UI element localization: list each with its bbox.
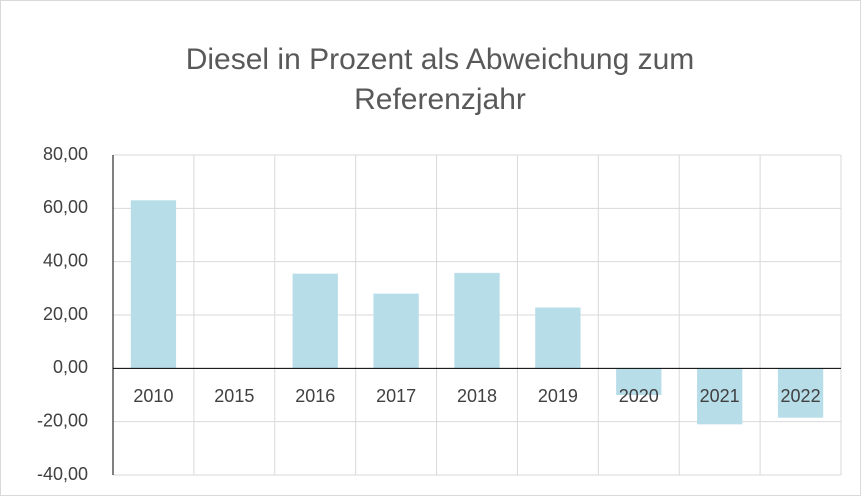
x-tick-label: 2020 xyxy=(619,386,659,406)
chart-title: Diesel in Prozent als Abweichung zum Ref… xyxy=(185,43,695,116)
bar xyxy=(616,368,662,395)
x-tick-label: 2016 xyxy=(295,386,335,406)
x-tick-label: 2021 xyxy=(700,386,740,406)
x-tick-label: 2022 xyxy=(781,386,821,406)
bar xyxy=(292,273,338,369)
x-tick-label: 2017 xyxy=(376,386,416,406)
bar xyxy=(454,272,500,369)
x-tick-label: 2010 xyxy=(133,386,173,406)
x-tick-label: 2015 xyxy=(214,386,254,406)
y-tick-label: -40,00 xyxy=(37,464,88,484)
bar xyxy=(697,368,743,425)
bar xyxy=(373,293,419,369)
bar xyxy=(535,307,581,369)
y-tick-label: -20,00 xyxy=(37,410,88,430)
bar xyxy=(130,200,177,369)
y-tick-label: 20,00 xyxy=(43,304,88,324)
x-tick-label: 2019 xyxy=(538,386,578,406)
y-tick-label: 0,00 xyxy=(53,357,88,377)
y-tick-label: 80,00 xyxy=(43,144,88,164)
x-tick-label: 2018 xyxy=(457,386,497,406)
y-tick-label: 40,00 xyxy=(43,250,88,270)
bar xyxy=(777,368,824,418)
y-tick-label: 60,00 xyxy=(43,197,88,217)
